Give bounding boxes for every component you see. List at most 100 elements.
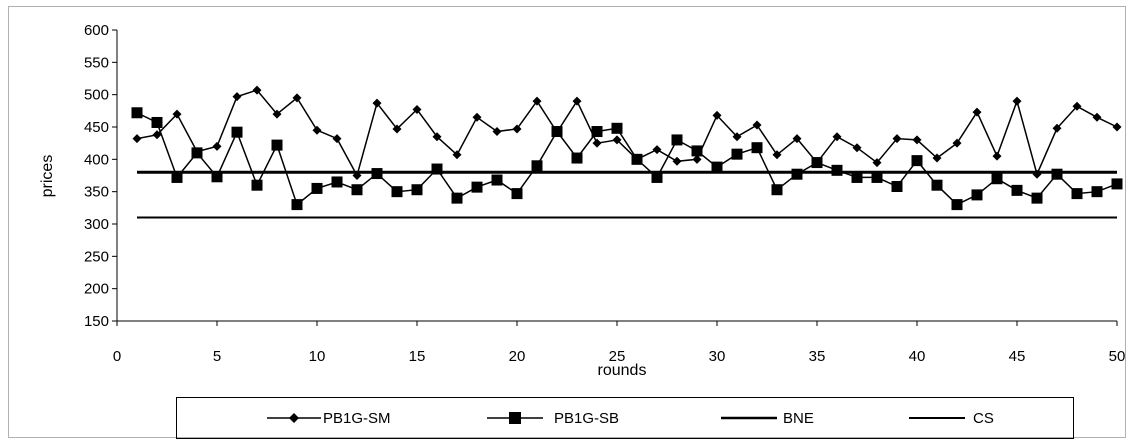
data-point-pb1g-sm xyxy=(592,138,602,148)
data-point-pb1g-sb xyxy=(791,168,803,180)
data-point-pb1g-sb xyxy=(771,184,783,196)
data-point-pb1g-sm xyxy=(472,112,482,122)
data-point-pb1g-sb xyxy=(171,171,183,183)
data-point-pb1g-sm xyxy=(492,127,502,137)
data-point-pb1g-sb xyxy=(691,145,703,157)
y-tick-label: 300 xyxy=(84,216,109,233)
legend: PB1G-SM PB1G-SB BNE CS xyxy=(176,397,1074,439)
legend-item-cs: CS xyxy=(909,410,994,427)
data-point-pb1g-sb xyxy=(211,171,223,183)
legend-label-cs: CS xyxy=(973,410,994,427)
data-point-pb1g-sm xyxy=(912,135,922,145)
data-point-pb1g-sm xyxy=(872,158,882,168)
y-tick-label: 450 xyxy=(84,119,109,136)
data-point-pb1g-sb xyxy=(291,199,303,211)
data-point-pb1g-sm xyxy=(572,96,582,106)
y-axis-label: prices xyxy=(39,155,56,198)
x-axis-label: rounds xyxy=(598,362,647,379)
x-tick-label: 5 xyxy=(213,348,221,365)
legend-label-bne: BNE xyxy=(783,410,814,427)
y-tick-label: 550 xyxy=(84,54,109,71)
data-point-pb1g-sm xyxy=(412,105,422,115)
data-point-pb1g-sb xyxy=(631,153,643,165)
data-point-pb1g-sm xyxy=(692,154,702,164)
y-tick-label: 500 xyxy=(84,87,109,104)
x-tick-label: 0 xyxy=(113,348,121,365)
legend-diamond-marker xyxy=(289,413,299,423)
data-point-pb1g-sb xyxy=(231,126,243,138)
y-tick-label: 600 xyxy=(84,22,109,39)
data-point-pb1g-sm xyxy=(752,120,762,130)
data-point-pb1g-sm xyxy=(612,135,622,145)
data-point-pb1g-sm xyxy=(712,110,722,120)
x-tick-label: 15 xyxy=(409,348,426,365)
data-point-pb1g-sb xyxy=(851,171,863,183)
data-point-pb1g-sb xyxy=(811,157,823,169)
legend-item-pb1g-sm: PB1G-SM xyxy=(267,410,391,427)
chart-frame xyxy=(8,6,1126,438)
data-point-pb1g-sm xyxy=(792,134,802,144)
x-tick-label: 35 xyxy=(809,348,826,365)
data-point-pb1g-sb xyxy=(471,181,483,193)
series-line-pb1g-sb xyxy=(136,112,1118,206)
y-tick-label: 400 xyxy=(84,151,109,168)
data-point-pb1g-sb xyxy=(271,139,283,151)
data-point-pb1g-sb xyxy=(451,192,463,204)
data-point-pb1g-sm xyxy=(372,98,382,108)
data-point-pb1g-sb xyxy=(191,147,203,159)
data-point-pb1g-sm xyxy=(972,107,982,117)
data-point-pb1g-sb xyxy=(571,152,583,164)
data-point-pb1g-sb xyxy=(651,171,663,183)
data-point-pb1g-sm xyxy=(672,156,682,166)
data-point-pb1g-sm xyxy=(392,124,402,134)
plot-area xyxy=(131,85,1123,219)
data-point-pb1g-sb xyxy=(711,161,723,173)
data-point-pb1g-sb xyxy=(1071,188,1083,200)
data-point-pb1g-sm xyxy=(892,134,902,144)
data-point-pb1g-sb xyxy=(251,179,263,191)
data-point-pb1g-sm xyxy=(172,109,182,119)
data-point-pb1g-sb xyxy=(511,188,523,200)
data-point-pb1g-sb xyxy=(131,107,143,119)
x-tick-label: 45 xyxy=(1009,348,1026,365)
data-point-pb1g-sm xyxy=(1112,122,1122,132)
x-tick-label: 20 xyxy=(509,348,526,365)
data-point-pb1g-sb xyxy=(531,160,543,172)
legend-square-marker xyxy=(509,412,521,424)
data-point-pb1g-sm xyxy=(292,93,302,103)
data-point-pb1g-sm xyxy=(532,96,542,106)
data-point-pb1g-sm xyxy=(132,134,142,144)
data-point-pb1g-sm xyxy=(832,132,842,142)
data-point-pb1g-sb xyxy=(431,163,443,175)
legend-label-pb1g-sm: PB1G-SM xyxy=(323,410,391,427)
y-tick-label: 200 xyxy=(84,281,109,298)
series-line-pb1g-sm xyxy=(136,89,1118,178)
data-point-pb1g-sm xyxy=(992,151,1002,161)
x-tick-label: 40 xyxy=(909,348,926,365)
y-tick-label: 150 xyxy=(84,313,109,330)
data-point-pb1g-sb xyxy=(411,184,423,196)
data-point-pb1g-sm xyxy=(212,141,222,151)
data-point-pb1g-sb xyxy=(611,122,623,134)
data-point-pb1g-sb xyxy=(1051,168,1063,180)
data-point-pb1g-sb xyxy=(151,116,163,128)
data-point-pb1g-sm xyxy=(932,153,942,163)
data-point-pb1g-sm xyxy=(272,109,282,119)
legend-item-bne: BNE xyxy=(721,410,814,427)
y-tick-label: 350 xyxy=(84,184,109,201)
data-point-pb1g-sm xyxy=(152,130,162,140)
legend-item-pb1g-sb: PB1G-SB xyxy=(487,410,619,427)
data-point-pb1g-sb xyxy=(331,176,343,188)
data-point-pb1g-sb xyxy=(391,186,403,198)
data-point-pb1g-sm xyxy=(952,138,962,148)
data-point-pb1g-sb xyxy=(911,155,923,167)
data-point-pb1g-sm xyxy=(1012,96,1022,106)
data-point-pb1g-sm xyxy=(772,150,782,160)
data-point-pb1g-sm xyxy=(652,145,662,155)
data-point-pb1g-sb xyxy=(751,142,763,154)
axes: 150 200 250 300 350 400 450 500 550 600 0 5 10 15 20 25… xyxy=(84,22,1125,365)
data-point-pb1g-sm xyxy=(1072,101,1082,111)
data-point-pb1g-sb xyxy=(1031,192,1043,204)
data-point-pb1g-sb xyxy=(951,199,963,211)
